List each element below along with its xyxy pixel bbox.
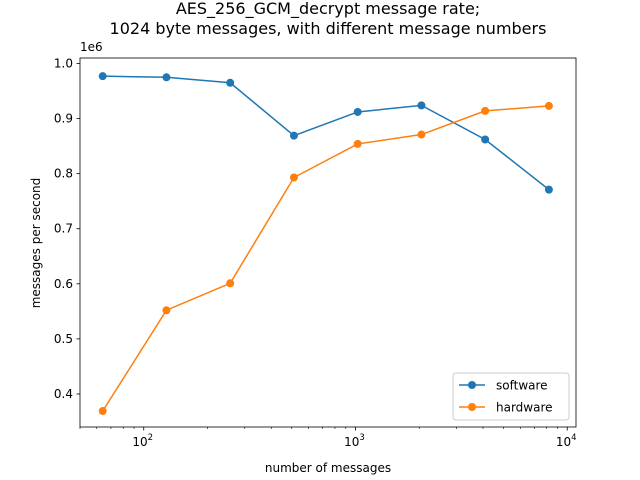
x-tick-label: 104 — [556, 433, 577, 449]
data-point-software — [417, 101, 426, 110]
y-tick-label: 0.6 — [54, 277, 73, 291]
legend-marker-software — [468, 381, 476, 389]
y-axis-label: messages per second — [29, 178, 43, 309]
y-offset-label: 1e6 — [80, 40, 103, 54]
data-point-software — [226, 78, 235, 87]
y-tick-label: 0.8 — [54, 167, 73, 181]
data-point-software — [481, 135, 490, 144]
x-tick-label: 103 — [344, 433, 365, 449]
plot-area: 0.4 0.5 0.6 0.7 0.8 0.9 1.0 102 103 104 — [54, 57, 577, 449]
chart-title-line-1: AES_256_GCM_decrypt message rate; — [176, 0, 480, 19]
x-tick-label: 102 — [132, 433, 153, 449]
legend-marker-hardware — [468, 403, 476, 411]
series-line-software — [102, 75, 550, 191]
y-tick-label: 0.4 — [54, 387, 73, 401]
legend: software hardware — [452, 372, 570, 421]
data-point-software — [544, 185, 553, 194]
data-point-software — [162, 73, 171, 82]
plot-frame — [79, 57, 577, 428]
y-tick-label: 0.5 — [54, 332, 73, 346]
data-point-hardware — [226, 279, 235, 288]
data-point-hardware — [544, 101, 553, 110]
y-tick-label: 1.0 — [54, 57, 73, 71]
data-point-hardware — [481, 106, 490, 115]
data-point-hardware — [289, 173, 298, 182]
series-line-hardware — [102, 105, 549, 412]
legend-label-hardware: hardware — [496, 401, 553, 415]
y-tick-label: 0.7 — [54, 222, 73, 236]
x-axis-label: number of messages — [265, 461, 391, 475]
data-point-hardware — [162, 306, 171, 315]
legend-label-software: software — [496, 379, 548, 393]
data-point-software — [289, 131, 298, 140]
chart-title-line-2: 1024 byte messages, with different messa… — [110, 19, 547, 38]
data-point-hardware — [98, 407, 107, 416]
data-point-hardware — [417, 130, 426, 139]
y-tick-label: 0.9 — [54, 112, 73, 126]
data-point-software — [353, 107, 362, 116]
data-point-hardware — [353, 139, 362, 148]
data-point-software — [98, 72, 107, 81]
